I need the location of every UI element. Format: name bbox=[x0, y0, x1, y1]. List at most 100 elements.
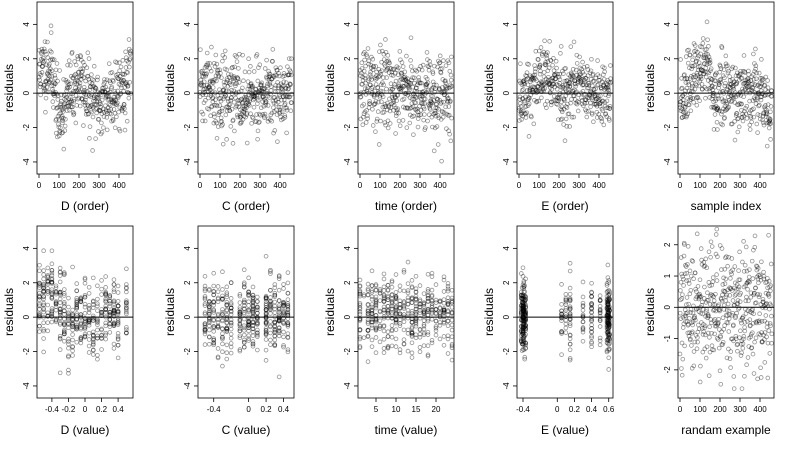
y-axis-label: residuals bbox=[323, 288, 337, 336]
residual-point bbox=[397, 123, 403, 129]
residual-point bbox=[692, 86, 698, 92]
residual-point bbox=[246, 303, 251, 308]
residual-point bbox=[418, 112, 424, 117]
residual-point bbox=[94, 102, 99, 107]
residual-point bbox=[727, 78, 733, 83]
residual-point bbox=[400, 77, 406, 82]
residual-point bbox=[261, 103, 267, 109]
residual-point bbox=[726, 98, 732, 103]
residual-point bbox=[391, 108, 396, 113]
residual-point bbox=[699, 67, 704, 73]
residual-point bbox=[202, 90, 208, 95]
residual-point bbox=[607, 103, 613, 109]
residual-point bbox=[590, 71, 596, 77]
residual-point bbox=[45, 302, 51, 308]
residual-point bbox=[696, 76, 701, 82]
residual-point bbox=[585, 80, 591, 86]
residual-point bbox=[242, 104, 247, 109]
residual-point bbox=[767, 118, 772, 123]
residual-point bbox=[289, 56, 294, 61]
residual-point bbox=[719, 45, 725, 51]
residual-point bbox=[590, 79, 596, 84]
residual-point bbox=[199, 109, 204, 115]
residual-point bbox=[64, 86, 70, 91]
residual-point bbox=[76, 87, 81, 93]
residual-point bbox=[218, 115, 224, 121]
residual-point bbox=[545, 50, 550, 55]
residual-point bbox=[289, 91, 295, 97]
residual-point bbox=[729, 98, 735, 104]
residual-point bbox=[68, 63, 73, 68]
residual-point bbox=[77, 80, 83, 86]
residual-point bbox=[361, 335, 367, 340]
residual-point bbox=[742, 320, 748, 325]
residual-point bbox=[86, 56, 92, 61]
residual-point bbox=[213, 73, 219, 79]
residual-point bbox=[569, 72, 574, 77]
residual-point bbox=[449, 305, 455, 310]
residual-point bbox=[423, 84, 429, 90]
residual-point bbox=[70, 327, 75, 333]
residual-point bbox=[445, 113, 451, 118]
residual-point bbox=[765, 375, 771, 381]
residual-point bbox=[677, 102, 683, 108]
residual-point bbox=[444, 85, 450, 91]
residual-point bbox=[566, 72, 571, 77]
residual-point bbox=[59, 113, 65, 119]
residual-point bbox=[541, 49, 547, 55]
residual-point bbox=[215, 67, 221, 73]
residual-point bbox=[224, 76, 230, 81]
residual-point bbox=[547, 81, 552, 86]
residual-point bbox=[251, 97, 256, 103]
residual-point bbox=[57, 111, 62, 117]
residual-point bbox=[759, 94, 764, 100]
residual-point bbox=[726, 84, 731, 89]
residual-point bbox=[752, 82, 758, 87]
residual-point bbox=[102, 90, 108, 95]
residual-point bbox=[69, 50, 75, 55]
residual-point bbox=[584, 114, 590, 120]
residual-point bbox=[517, 78, 522, 84]
residual-point bbox=[95, 319, 100, 324]
residual-point bbox=[684, 76, 690, 81]
residual-point bbox=[385, 125, 391, 131]
residual-point bbox=[449, 54, 454, 60]
residual-point bbox=[604, 114, 610, 119]
residual-point bbox=[375, 92, 380, 97]
residual-point bbox=[269, 110, 275, 116]
residual-point bbox=[66, 311, 71, 317]
residual-point bbox=[83, 92, 89, 97]
residual-point bbox=[368, 69, 373, 75]
residual-point bbox=[404, 105, 410, 110]
residual-point bbox=[265, 81, 270, 87]
residual-point bbox=[66, 336, 71, 342]
residual-point bbox=[357, 277, 363, 283]
residual-point bbox=[547, 90, 553, 95]
residual-point bbox=[377, 49, 382, 54]
residual-point bbox=[447, 82, 453, 88]
residual-point bbox=[567, 124, 572, 129]
residual-point bbox=[207, 327, 212, 333]
residual-point bbox=[447, 68, 453, 74]
residual-point bbox=[381, 276, 387, 282]
residual-point bbox=[714, 272, 719, 277]
residual-point bbox=[222, 55, 228, 60]
residual-point bbox=[417, 283, 423, 288]
residual-point bbox=[404, 125, 410, 130]
residual-point bbox=[742, 374, 747, 379]
residual-point bbox=[94, 99, 100, 105]
residual-point bbox=[764, 109, 769, 115]
residual-point bbox=[235, 76, 241, 82]
residual-point bbox=[420, 89, 425, 95]
residual-point bbox=[746, 83, 752, 89]
residual-point bbox=[567, 260, 573, 266]
residual-point bbox=[255, 101, 260, 106]
residual-point bbox=[369, 344, 375, 349]
residual-point bbox=[600, 108, 606, 113]
residual-point bbox=[427, 101, 433, 107]
residual-point bbox=[71, 112, 76, 118]
residual-point bbox=[588, 104, 593, 110]
residual-point bbox=[446, 60, 452, 66]
